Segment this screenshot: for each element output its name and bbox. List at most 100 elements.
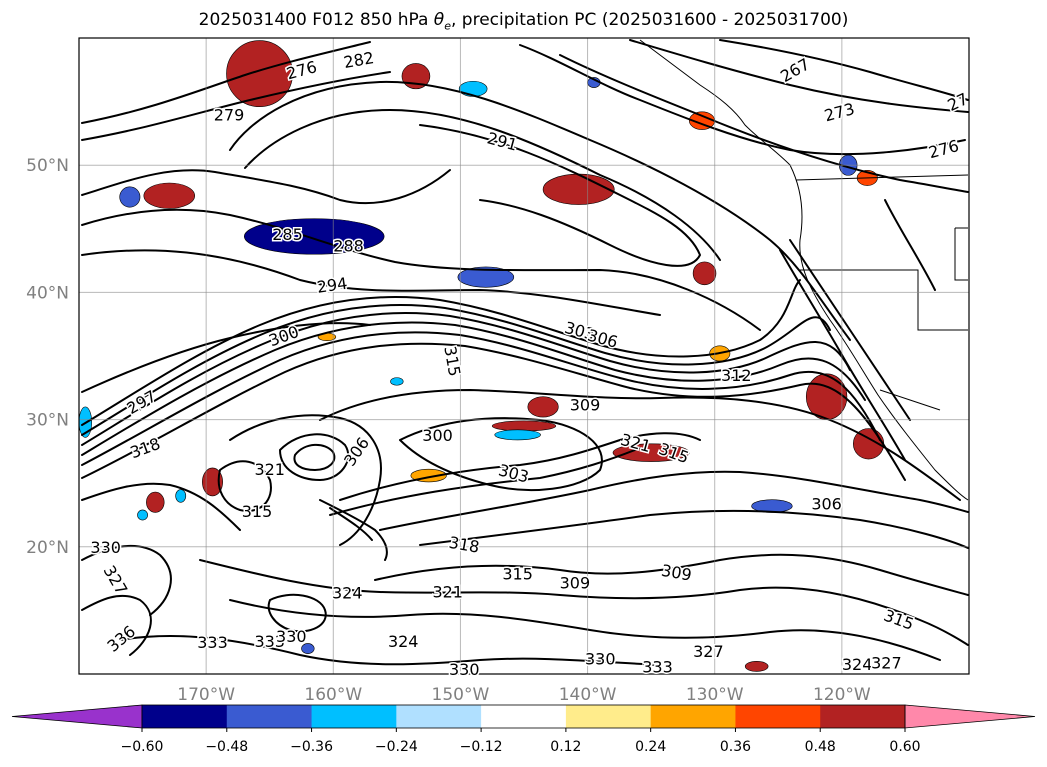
precip-region [458,80,488,97]
theta-e-contour [719,39,969,101]
precip-region [119,186,141,208]
coastlines [639,39,969,501]
lon-label: 120°W [813,685,871,705]
contour-label: 324 [332,584,363,603]
contour-label: 333 [642,657,673,676]
contour-label: 324 [842,655,873,674]
precip-region [494,429,541,441]
precip-region [744,660,769,672]
lat-label: 50°N [26,156,69,176]
lat-label: 40°N [26,283,69,303]
theta-e-contour [519,44,966,156]
contour-label: 306 [811,495,842,514]
contour-label: 309 [560,573,591,592]
colorbar-tick-label: 0.24 [635,739,666,755]
precip-region [301,643,315,654]
colorbar-tick-label: 0.12 [550,739,581,755]
theta-e-contour [81,482,241,531]
contour-label: 321 [432,582,463,601]
colorbar-tick-label: 0.60 [889,739,920,755]
precip-region [146,491,165,513]
west-coast-line [639,39,969,501]
theta-e-contour [81,331,881,466]
theta-e-contour [81,169,451,205]
axis-labels: 20°N 30°N 40°N 50°N 170°W 160°W 150°W 140°W 130°… [26,156,871,705]
colorbar-tick-label: 0.36 [720,739,751,755]
theta-e-contour [789,239,911,421]
contour-label: 312 [721,366,752,385]
map-frame [78,37,970,675]
contour-label: 279 [214,105,245,124]
theta-e-contour [379,470,969,531]
theta-e-contour [81,342,906,481]
lon-label: 150°W [432,685,490,705]
theta-e-contour [329,507,373,541]
colorbar-cell [396,705,482,728]
theta-e-symbol: θe [433,10,451,33]
theta-e-contour [399,417,603,491]
colorbar-cell [226,705,313,728]
colorbar-cell [650,705,736,728]
theta-e-contour [229,80,851,341]
theta-e-contour [319,389,961,501]
colorbar-tick-label: −0.48 [205,739,248,755]
theta-e-contour [81,321,866,456]
colorbar-tick-label: −0.60 [121,739,164,755]
colorbar-outline [141,704,906,729]
precip-region [457,266,515,288]
contour-label: 300 [422,426,453,445]
precip-region [202,467,223,497]
lon-label: 170°W [177,685,235,705]
theta-e-contour [267,593,327,633]
theta-e-contour [293,443,336,471]
theta-e-contour [629,39,969,113]
contour-label: 330 [585,650,616,669]
theta-e-contour [329,447,641,516]
title-suffix: , precipitation PC (2025031600 - 2025031… [450,10,849,30]
theta-e-contour [81,322,371,393]
theta-e-contour [374,553,969,596]
contour-label: 333 [254,632,285,651]
theta-e-contour [81,312,851,446]
precip-region [137,509,148,521]
precip-region [143,182,195,209]
theta-e-contour [81,594,152,656]
state-border [954,228,968,281]
theta-e-contour [419,509,969,549]
colorbar-under-arrow [11,704,143,729]
colorbar-cell [311,705,397,728]
precip-region [390,377,404,386]
title-prefix: 2025031400 F012 850 hPa [198,10,434,30]
theta-e-contour [559,54,969,193]
theta-e-contour [81,249,661,316]
contour-label: 330 [449,660,480,679]
theta-e-contour [81,41,371,124]
theta-e-contour [81,279,801,426]
contour-label: 327 [871,654,902,673]
precip-region [491,420,557,432]
colorbar-cell [820,705,906,728]
map-title: 2025031400 F012 850 hPa θe, precipitatio… [0,10,1047,32]
lon-label: 130°W [686,685,744,705]
theta-e-contour [81,304,831,436]
colorbar-cell [565,705,652,728]
theta-e-contour [884,199,936,291]
lon-label: 160°W [304,685,362,705]
precip-region [226,40,293,107]
precip-region [692,261,717,286]
precip-region [542,173,615,205]
theta-e-contours [81,39,969,666]
graticule [79,38,969,674]
contour-label: 333 [197,633,228,652]
contour-label: 321 [254,460,285,479]
theta-e-contour [319,499,388,561]
colorbar-over-arrow [904,704,1036,729]
theta-e-contour [279,433,350,481]
contour-label: 309 [570,395,601,414]
canada-us-border [795,174,969,181]
lon-label: 140°W [559,685,617,705]
state-borders [800,269,968,331]
colorbar-tick-label: −0.24 [375,739,418,755]
colorbar: −0.60 −0.48 −0.36 −0.24 −0.12 0.12 0.24 0.36 0.4… [11,704,1036,755]
